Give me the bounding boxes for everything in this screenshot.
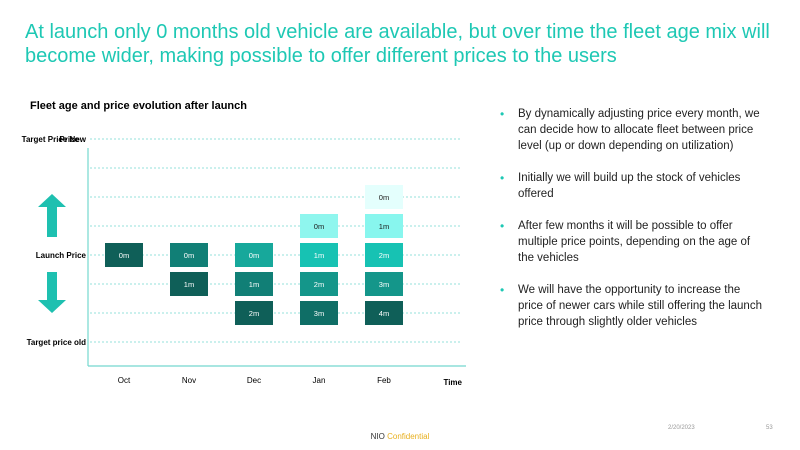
- fleet-age-chart: Price Time Target Price New Launch Price Tar…: [22, 135, 466, 387]
- fleet-age-cell: [235, 301, 273, 325]
- y-tick-label: Launch Price: [36, 251, 87, 260]
- bullet-dot-icon: •: [500, 219, 505, 233]
- fleet-age-cell: [170, 243, 208, 267]
- bullet-item: • After few months it will be possible to…: [498, 218, 763, 266]
- fleet-age-cell-label: 0m: [314, 222, 324, 231]
- bullet-dot-icon: •: [500, 171, 505, 185]
- page-number: 53: [766, 425, 773, 431]
- fleet-age-cell: [365, 243, 403, 267]
- fleet-age-cell-label: 1m: [184, 280, 194, 289]
- y-tick-label: Target Price New: [22, 135, 87, 144]
- arrow-down-icon: [38, 272, 66, 313]
- x-tick-label: Feb: [377, 376, 391, 385]
- fleet-age-cell: [170, 272, 208, 296]
- fleet-age-cell-label: 0m: [184, 251, 194, 260]
- arrow-up-icon: [38, 194, 66, 237]
- fleet-age-cell-label: 2m: [249, 309, 259, 318]
- fleet-age-cell: [365, 272, 403, 296]
- bullet-item: • By dynamically adjusting price every mo…: [498, 106, 763, 154]
- fleet-age-cell: [365, 301, 403, 325]
- bullet-text: By dynamically adjusting price every mon…: [518, 108, 760, 152]
- fleet-age-cell-label: 0m: [249, 251, 259, 260]
- bullet-dot-icon: •: [500, 283, 505, 297]
- fleet-age-cell-label: 0m: [119, 251, 129, 260]
- bullet-text: Initially we will build up the stock of …: [518, 172, 741, 200]
- fleet-age-cell-label: 0m: [379, 193, 389, 202]
- fleet-age-cell: [365, 185, 403, 209]
- bullet-list: • By dynamically adjusting price every mo…: [498, 106, 763, 346]
- y-axis-title: Price: [59, 135, 79, 144]
- fleet-age-cell-label: 2m: [314, 280, 324, 289]
- footer-confidential: NIO Confidential: [0, 432, 800, 441]
- fleet-age-cell: [300, 301, 338, 325]
- fleet-age-cell-label: 4m: [379, 309, 389, 318]
- fleet-age-cell: [300, 243, 338, 267]
- x-tick-label: Oct: [118, 376, 131, 385]
- x-tick-label: Dec: [247, 376, 261, 385]
- x-tick-label: Jan: [313, 376, 326, 385]
- fleet-age-cell-label: 1m: [314, 251, 324, 260]
- bullet-item: • Initially we will build up the stock of…: [498, 170, 763, 202]
- fleet-age-cell: [235, 243, 273, 267]
- footer-date: 2/20/2023: [668, 425, 695, 431]
- fleet-age-cell: [300, 272, 338, 296]
- fleet-age-cell: [365, 214, 403, 238]
- fleet-age-cell-label: 1m: [249, 280, 259, 289]
- x-tick-label: Nov: [182, 376, 196, 385]
- x-axis-title: Time: [443, 378, 462, 387]
- fleet-age-cell-label: 3m: [314, 309, 324, 318]
- bullet-text: After few months it will be possible to …: [518, 220, 751, 264]
- slide-title: At launch only 0 months old vehicle are …: [25, 21, 770, 67]
- y-tick-label: Target price old: [27, 338, 87, 347]
- chart-title: Fleet age and price evolution after laun…: [30, 100, 247, 112]
- fleet-age-cell-label: 3m: [379, 280, 389, 289]
- footer-brand: NIO: [370, 432, 385, 441]
- bullet-text: We will have the opportunity to increase…: [518, 284, 762, 328]
- fleet-age-cell-label: 1m: [379, 222, 389, 231]
- fleet-age-cell-label: 2m: [379, 251, 389, 260]
- bullet-item: • We will have the opportunity to increas…: [498, 282, 763, 330]
- fleet-age-cell: [300, 214, 338, 238]
- bullet-dot-icon: •: [500, 107, 505, 121]
- footer-confidential-label: Confidential: [387, 432, 430, 441]
- fleet-age-cell: [235, 272, 273, 296]
- fleet-age-cell: [105, 243, 143, 267]
